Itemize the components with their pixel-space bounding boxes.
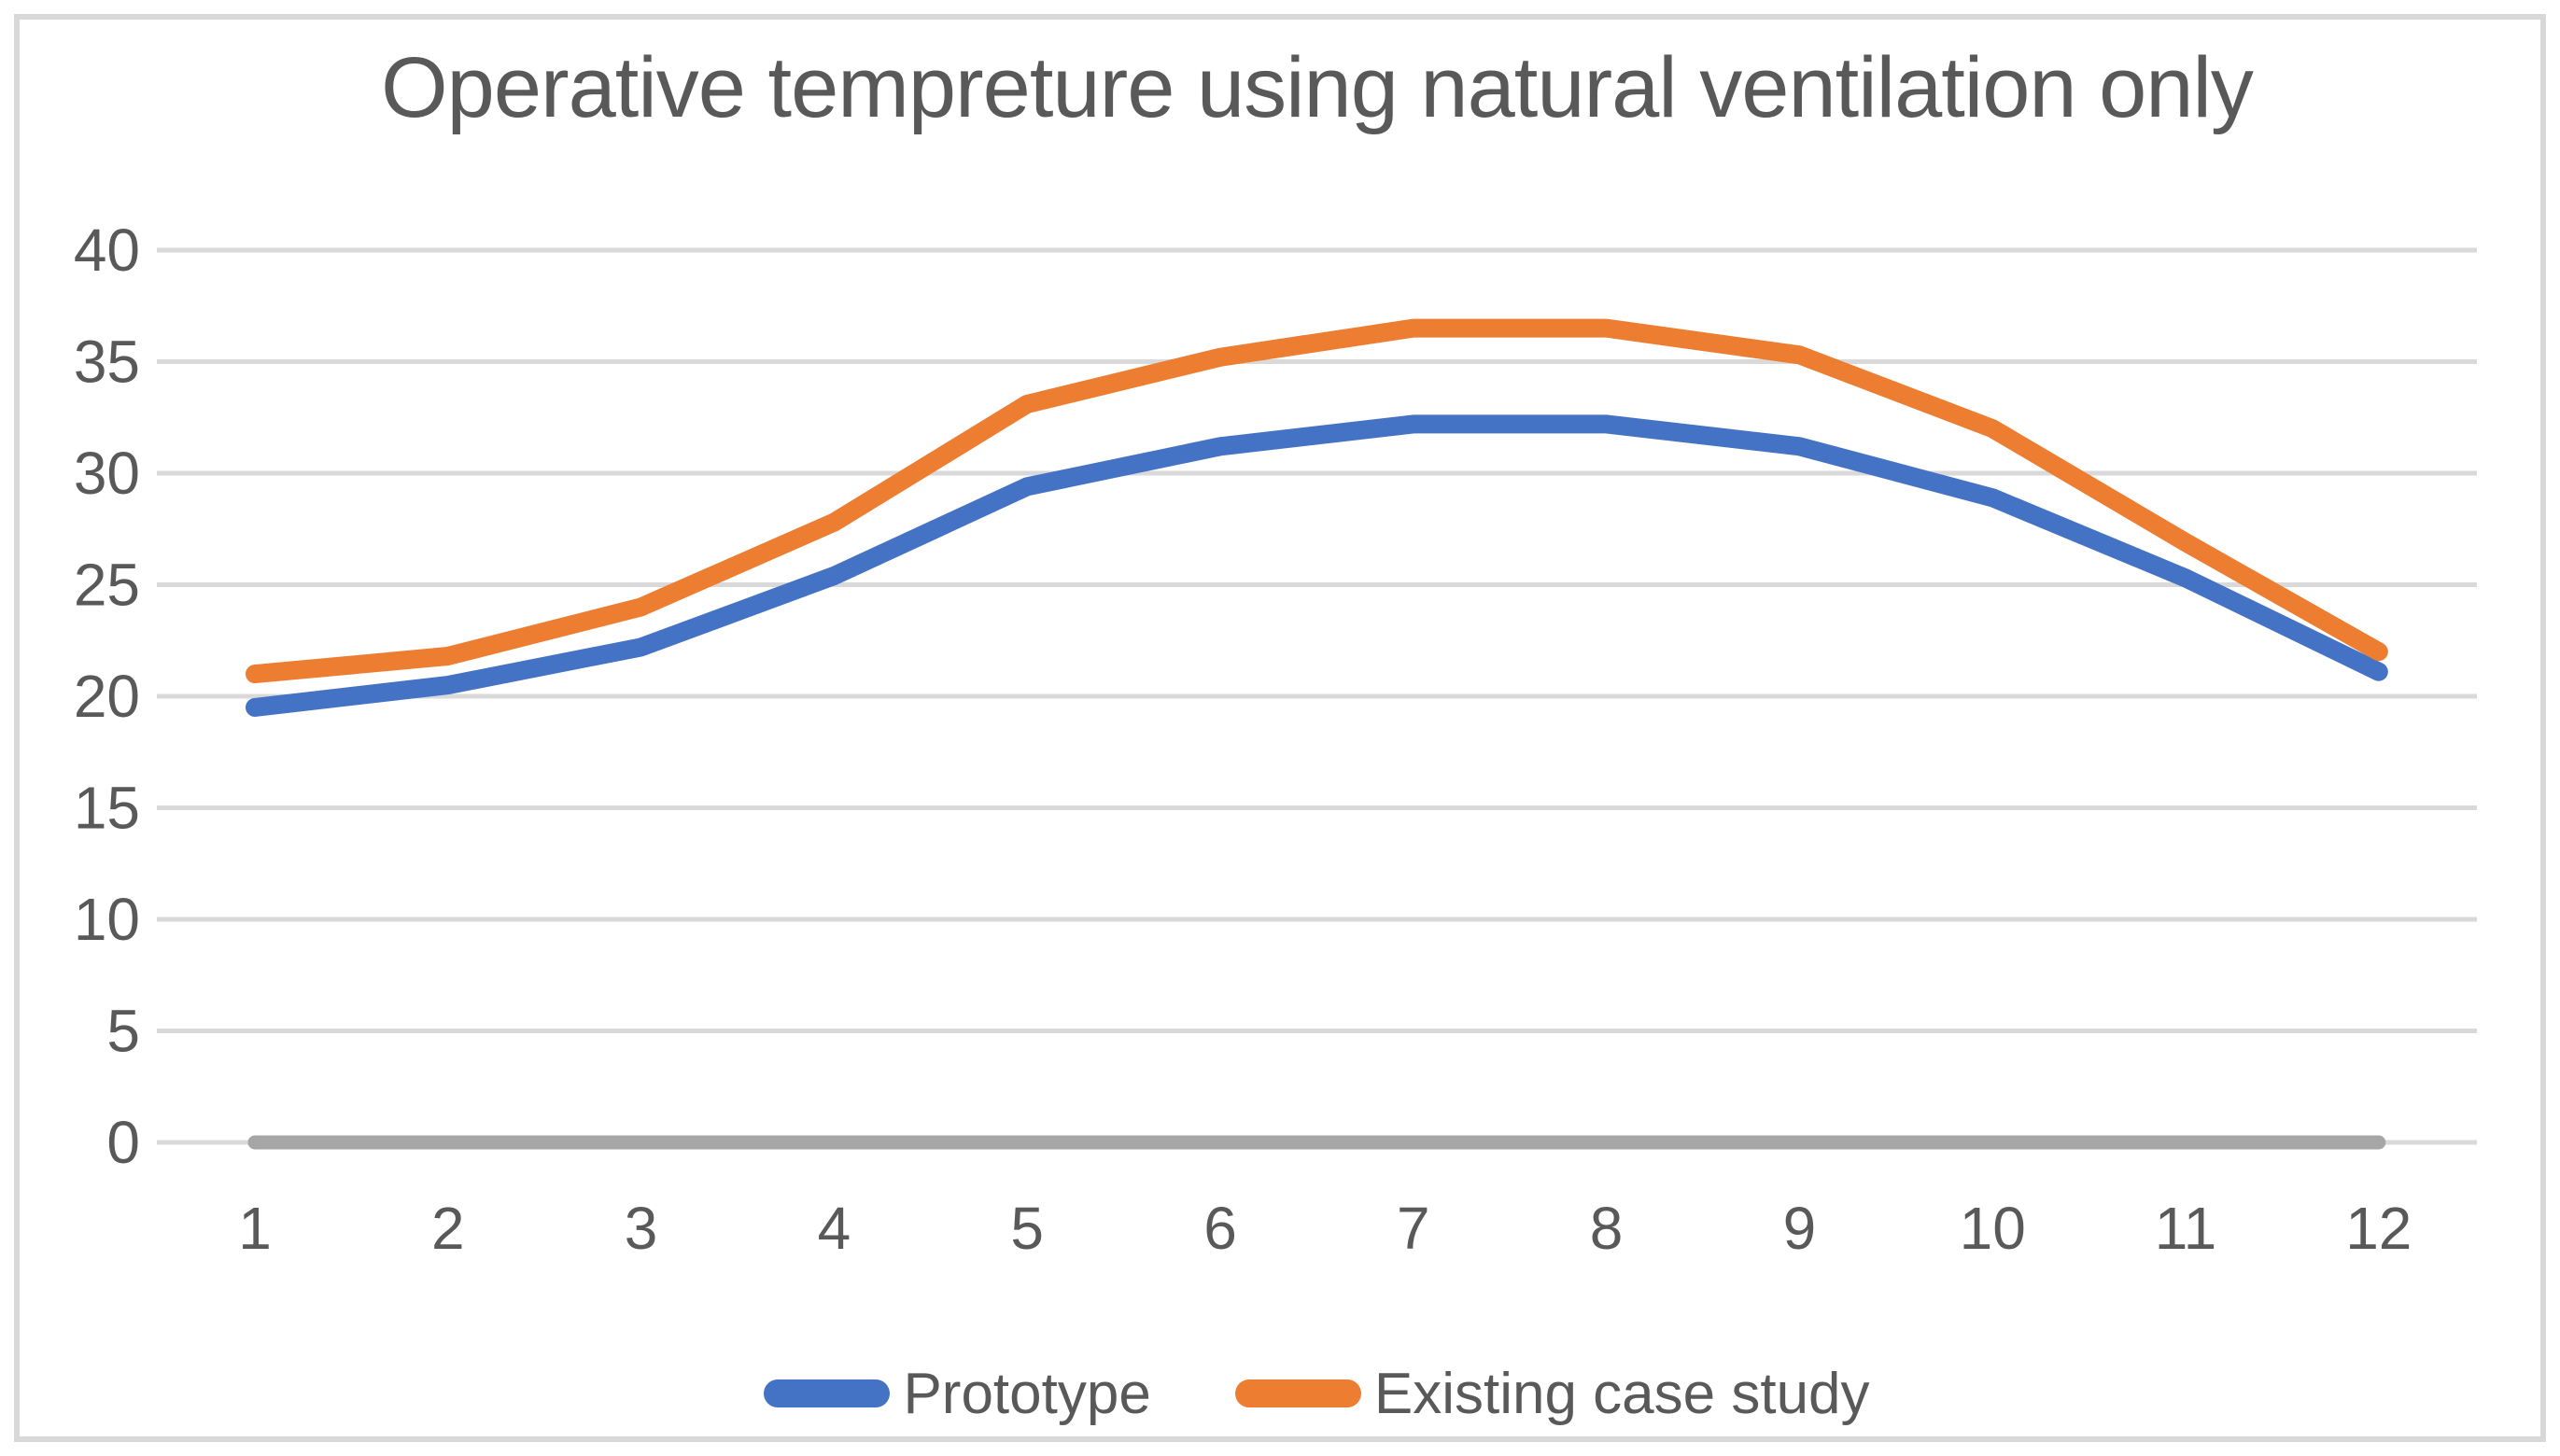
y-axis-tick-label: 5 — [106, 998, 140, 1065]
x-axis-tick-label: 11 — [2155, 1195, 2216, 1262]
legend-swatch-existing-case-study — [1234, 1379, 1361, 1407]
y-axis-tick-label: 30 — [74, 440, 140, 507]
x-axis-tick-label: 12 — [2345, 1195, 2412, 1262]
legend-label-existing-case-study: Existing case study — [1373, 1361, 1870, 1426]
y-axis-tick-label: 20 — [74, 663, 140, 730]
legend-swatch-prototype — [764, 1379, 891, 1407]
x-axis-tick-label: 7 — [1397, 1195, 1430, 1262]
x-axis-tick-label: 5 — [1010, 1195, 1044, 1262]
legend-item-existing-case-study: Existing case study — [1234, 1361, 1870, 1427]
y-axis-tick-label: 15 — [74, 775, 140, 842]
y-axis-tick-label: 10 — [74, 886, 140, 953]
x-axis-tick-label: 4 — [818, 1195, 851, 1262]
y-axis-tick-label: 25 — [74, 552, 140, 619]
series-line-prototype — [246, 414, 2388, 717]
x-axis-tick-label: 10 — [1960, 1195, 2026, 1262]
y-axis-tick-label: 40 — [74, 217, 140, 284]
y-axis-tick-label: 35 — [74, 329, 140, 396]
legend: Prototype Existing case study — [157, 1351, 2477, 1435]
x-axis-tick-label: 2 — [431, 1195, 465, 1262]
chart-title: Operative tempreture using natural venti… — [381, 40, 2254, 135]
series-line-existing-case-study — [246, 318, 2388, 684]
legend-item-prototype: Prototype — [764, 1361, 1151, 1427]
x-axis-tick-label: 3 — [625, 1195, 658, 1262]
x-axis-tick-label: 8 — [1590, 1195, 1624, 1262]
y-axis-tick-label: 0 — [106, 1109, 140, 1176]
legend-label-prototype: Prototype — [903, 1361, 1151, 1426]
x-axis-tick-label: 1 — [238, 1195, 272, 1262]
x-axis-tick-label: 6 — [1203, 1195, 1237, 1262]
x-axis-tick-label: 9 — [1783, 1195, 1817, 1262]
